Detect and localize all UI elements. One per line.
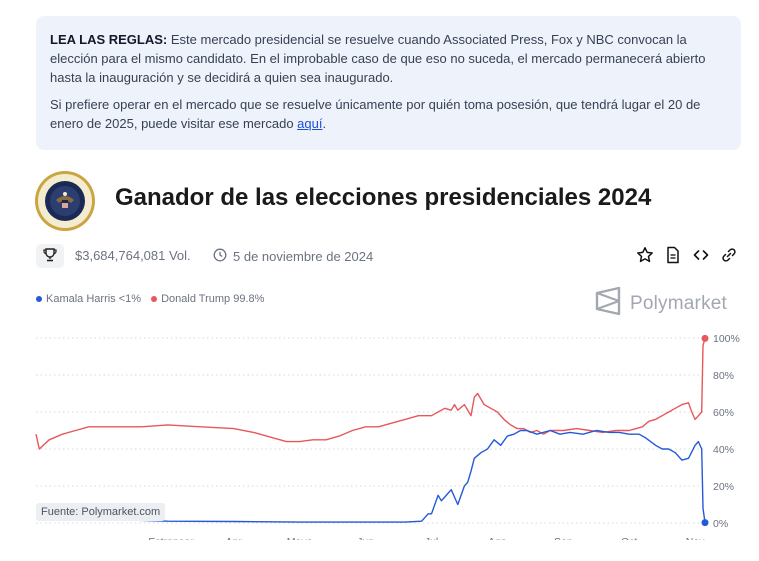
rules-text-1: Este mercado presidencial se resuelve cu… [50, 32, 706, 85]
polymarket-brand: Polymarket [594, 286, 727, 321]
x-tick-label: Nov [686, 536, 705, 540]
x-tick-label: Estropear [148, 536, 194, 540]
presidential-seal-image [34, 170, 96, 232]
trophy-badge [36, 244, 64, 268]
rules-text-3: . [322, 116, 327, 131]
y-tick-label: 80% [713, 370, 734, 382]
legend-dot-harris [36, 296, 42, 302]
price-history-chart: 0% 20% 40% 60% 80% 100% Estropear Apr Mayo Jun Ju… [35, 333, 740, 540]
x-tick-label: Ago [488, 536, 507, 540]
y-tick-label: 20% [713, 481, 734, 493]
clock-icon [213, 248, 233, 265]
y-tick-label: 40% [713, 444, 734, 456]
rules-heading: LEA LAS REGLAS: [50, 32, 168, 47]
rules-text-2: Si prefiere operar en el mercado que se … [50, 97, 701, 131]
code-icon[interactable] [692, 246, 710, 264]
rules-paragraph-1: LEA LAS REGLAS: Este mercado presidencia… [50, 30, 725, 87]
star-icon[interactable] [636, 246, 654, 264]
market-date: 5 de noviembre de 2024 [233, 249, 374, 264]
y-tick-label: 100% [713, 333, 740, 345]
series-line-kamala-harris [35, 429, 706, 523]
page-title: Ganador de las elecciones presidenciales… [115, 184, 652, 211]
legend-dot-trump [151, 296, 158, 302]
x-tick-label: Jun [357, 536, 374, 540]
legend-label-harris: Kamala Harris <1% [46, 293, 142, 305]
legend-item-harris: Kamala Harris <1% [36, 293, 141, 305]
trophy-icon [43, 247, 57, 265]
document-icon[interactable] [664, 246, 682, 264]
market-volume: $3,684,764,081 Vol. [75, 248, 191, 263]
rules-paragraph-2: Si prefiere operar en el mercado que se … [50, 95, 725, 133]
rules-notice: LEA LAS REGLAS: Este mercado presidencia… [36, 16, 741, 150]
x-tick-label: Oct [621, 536, 637, 540]
y-axis-labels: 0% 20% 40% 60% 80% 100% [713, 333, 740, 530]
legend-label-trump: Donald Trump 99.8% [161, 293, 265, 305]
series-endpoint-kamala-harris [701, 519, 709, 527]
x-tick-label: Sep [554, 536, 573, 540]
series-endpoint-donald-trump [701, 334, 709, 342]
x-tick-label: Apr [226, 536, 243, 540]
legend-item-trump: Donald Trump 99.8% [151, 293, 264, 305]
x-tick-label: Mayo [287, 536, 313, 540]
rules-link[interactable]: aquí [297, 116, 323, 131]
x-tick-label: Jul [425, 536, 438, 540]
polymarket-wordmark: Polymarket [630, 292, 728, 314]
chart-legend: Kamala Harris <1% Donald Trump 99.8% [36, 293, 264, 305]
chart-series [35, 334, 709, 527]
market-actions [636, 246, 738, 264]
polymarket-logo-icon [594, 286, 622, 321]
series-line-donald-trump [35, 338, 706, 450]
y-tick-label: 60% [713, 407, 734, 419]
chart-grid [36, 337, 705, 524]
link-icon[interactable] [720, 246, 738, 264]
market-date-wrap: 5 de noviembre de 2024 [213, 248, 373, 265]
x-axis-labels: Estropear Apr Mayo Jun Jul Ago Sep Oct Nov [148, 536, 705, 540]
source-label: Fuente: Polymarket.com [36, 503, 166, 521]
y-tick-label: 0% [713, 518, 728, 530]
